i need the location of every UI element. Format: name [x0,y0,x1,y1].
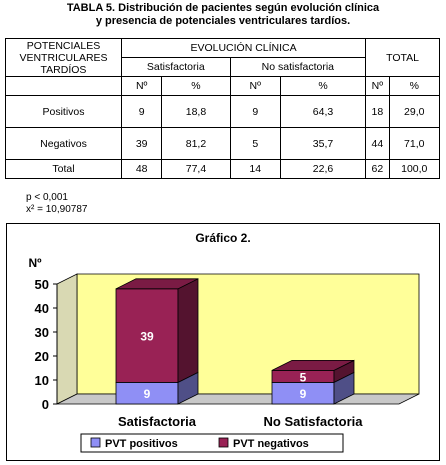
empty-cell [5,76,122,96]
group-header: EVOLUCIÓN CLÍNICA [120,38,367,58]
row-header-line3: TARDÍOS [40,63,87,76]
row-header-line1: POTENCIALES [26,39,101,52]
y-tick-label: 20 [35,349,49,364]
chart-side-wall [56,273,78,405]
y-tick-label: 40 [35,301,49,316]
table-cell: 77,4 [161,159,231,179]
distribution-table: POTENCIALES VENTRICULARES TARDÍOS EVOLUC… [5,38,441,179]
subgroup-satisfactoria: Satisfactoria [121,57,231,77]
table-cell: 5 [229,127,281,160]
legend-swatch [90,437,101,448]
table-cell: 9 [120,95,163,128]
bar-segment-top [115,278,199,290]
legend-label: PVT negativos [233,438,309,450]
y-tick-label: 10 [35,373,49,388]
table-cell: 18,8 [161,95,231,128]
x-category-label: Satisfactoria [118,414,197,429]
bar-chart: Gráfico 2. Nº 0 10 20 30 40 50 9 39 Satisfactori… [28,231,420,453]
row-label: Total [5,159,122,179]
row-header-cell: POTENCIALES VENTRICULARES TARDÍOS [5,38,122,77]
table-cell: 14 [229,159,281,179]
bar-value-label: 5 [300,370,307,384]
bar-segment-top [271,359,355,371]
table-cell: 29,0 [388,95,441,128]
legend-label: PVT positivos [105,438,178,450]
table-title-line1: TABLA 5. Distribución de pacientes según… [66,2,380,14]
statistics: p < 0,001 x² = 10,90787 [26,192,87,216]
table-cell: 9 [229,95,281,128]
unit-label: % [388,76,441,96]
table-cell: 81,2 [161,127,231,160]
chart-frame: Gráfico 2. Nº 0 10 20 30 40 50 9 39 Satisfactori… [6,223,440,461]
unit-label: Nº [120,76,163,96]
table-cell: 35,7 [279,127,367,160]
row-header-line2: VENTRICULARES [19,51,108,64]
bar-value-label: 39 [140,330,154,344]
table-cell: 62 [365,159,390,179]
y-axis-label: Nº [28,256,42,270]
table-cell: 64,3 [279,95,367,128]
table-cell: 100,0 [388,159,441,179]
chi-square: x² = 10,90787 [26,204,88,215]
p-value: p < 0,001 [26,192,68,203]
unit-label: Nº [229,76,281,96]
row-label: Positivos [5,95,122,128]
unit-label: Nº [365,76,390,96]
y-tick-label: 30 [35,325,49,340]
unit-label: % [161,76,231,96]
subgroup-no-satisfactoria: No satisfactoria [229,57,367,77]
bar-segment-side [177,278,199,384]
chart-title: Gráfico 2. [195,231,250,245]
table-cell: 44 [365,127,390,160]
table-title-line2: y presencia de potenciales ventriculares… [95,15,351,27]
x-category-label: No Satisfactoria [264,414,364,429]
table-cell: 18 [365,95,390,128]
y-tick-label: 0 [42,397,49,412]
table-cell: 22,6 [279,159,367,179]
table-cell: 71,0 [388,127,441,160]
total-header: TOTAL [365,38,440,77]
bar-segment [115,288,179,383]
unit-label: % [279,76,367,96]
table-cell: 48 [120,159,163,179]
legend-swatch [218,437,229,448]
table-cell: 39 [120,127,163,160]
bar-value-label: 9 [300,387,307,401]
bar-value-label: 9 [144,387,151,401]
chart-legend [80,433,344,453]
y-tick-label: 50 [35,277,49,292]
table-title: TABLA 5. Distribución de pacientes según… [0,2,446,28]
chart-floor [56,393,420,405]
row-label: Negativos [5,127,122,160]
